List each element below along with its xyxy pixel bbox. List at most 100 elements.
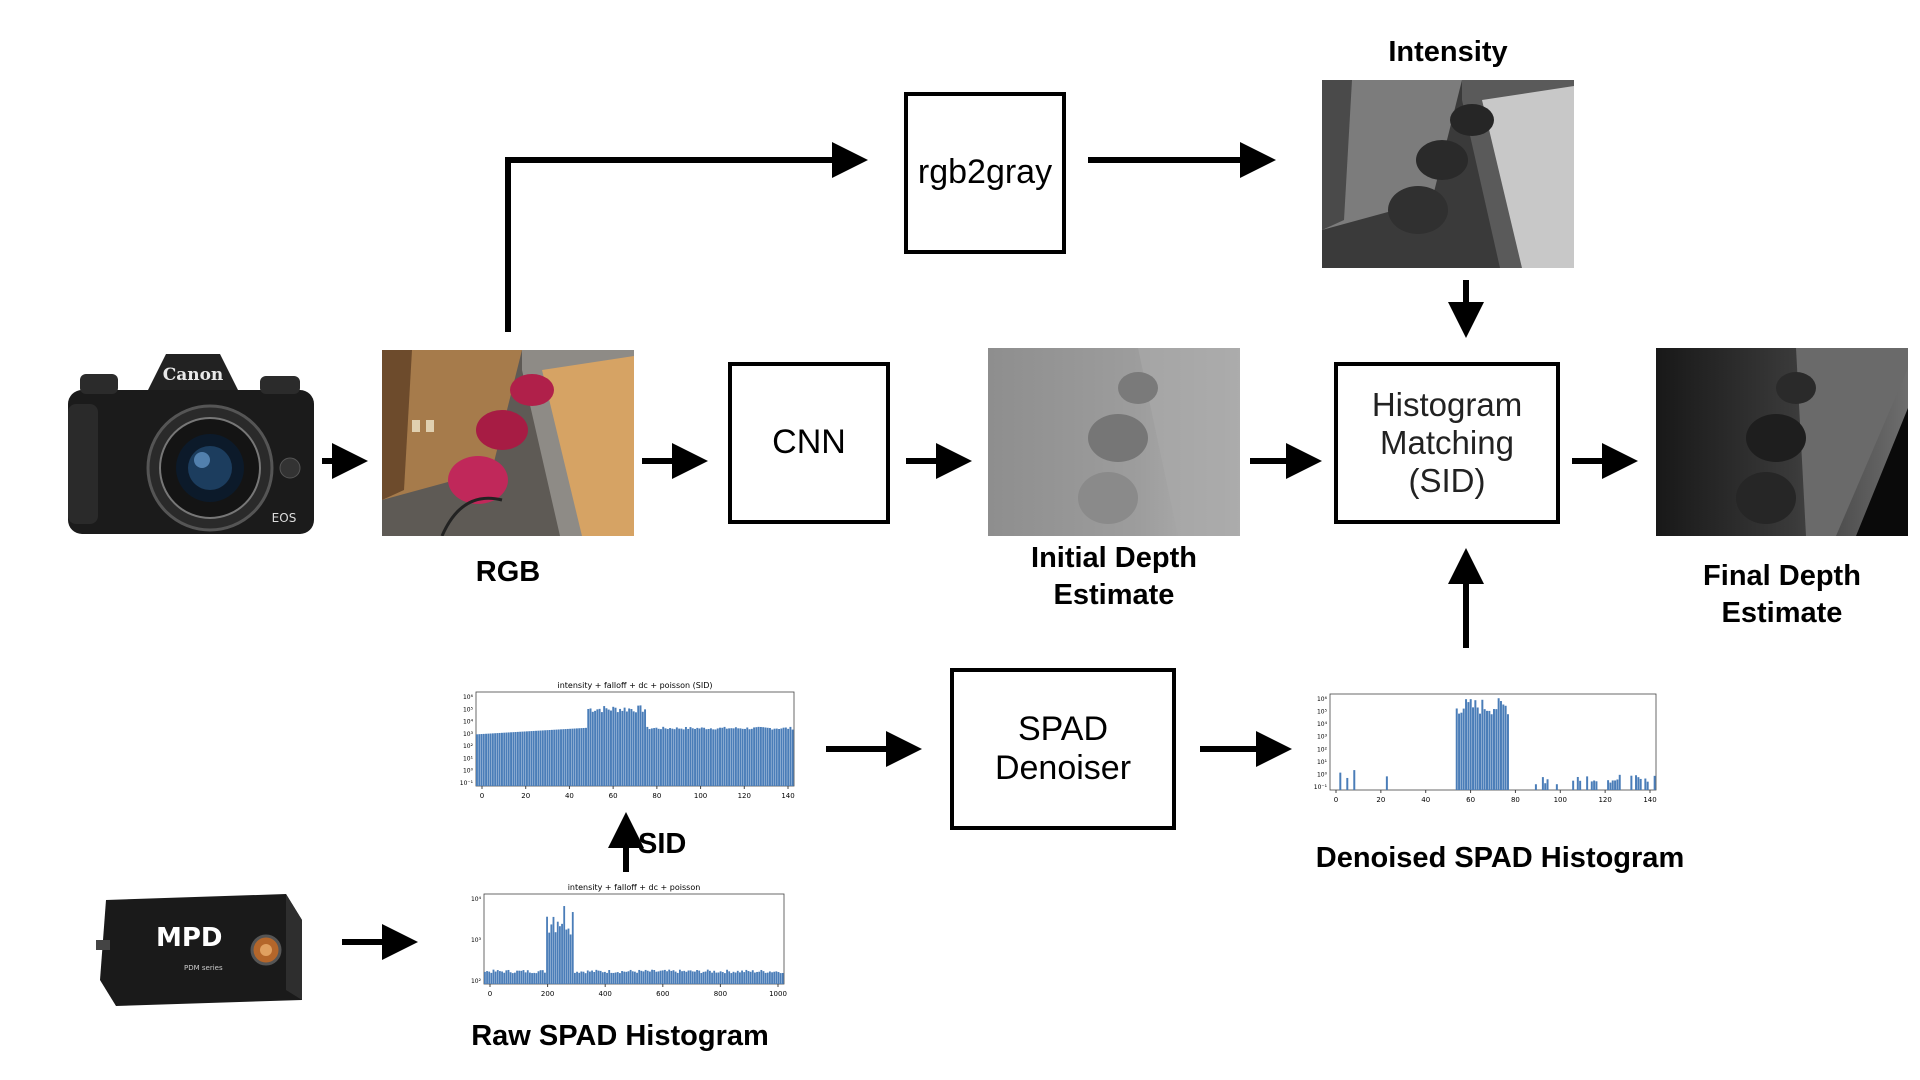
raw_hist-bar — [544, 972, 546, 984]
denoised_hist-ytick: 10⁶ — [1317, 696, 1328, 703]
rgb-label: RGB — [475, 556, 541, 588]
raw_hist-bar — [664, 969, 666, 984]
raw_hist-xtick: 0 — [488, 990, 492, 998]
raw_hist-bar — [616, 972, 619, 984]
raw_hist-bar — [522, 970, 525, 984]
raw_hist-xtick: 800 — [714, 990, 727, 998]
denoised_hist-ytick: 10⁰ — [1317, 771, 1328, 778]
sid_hist-xtick: 80 — [652, 792, 661, 800]
denoised_hist-bar — [1646, 781, 1649, 790]
denoised_hist-bar — [1486, 710, 1488, 790]
sid_hist-bar — [489, 733, 492, 786]
sid_hist-bar — [589, 708, 592, 786]
sid_hist-bar — [678, 728, 681, 786]
initial-depth-image — [988, 348, 1240, 536]
raw_hist-bar — [745, 969, 748, 984]
raw_hist-bar — [634, 971, 636, 984]
denoised-spad-label: Denoised SPAD Histogram — [1315, 842, 1685, 874]
raw_hist-bar — [638, 969, 641, 984]
denoised_hist-bar — [1481, 699, 1484, 790]
sid_hist-bar — [575, 728, 578, 786]
denoised_hist-bar — [1458, 713, 1461, 790]
sid_hist-bar — [725, 728, 728, 786]
denoised_hist-bar — [1488, 710, 1491, 790]
sid_hist-bar — [689, 727, 692, 786]
sid_hist-bar — [569, 728, 572, 786]
sid_hist-bar — [789, 726, 792, 786]
denoised_hist-bar — [1504, 705, 1507, 790]
denoised_hist-bar — [1630, 775, 1633, 790]
denoised_hist-bar — [1637, 777, 1640, 790]
sid-histogram: intensity + falloff + dc + poisson (SID)… — [460, 681, 795, 800]
sid_hist-bar — [632, 711, 635, 786]
sid_hist-ytick: 10⁻¹ — [460, 780, 474, 787]
raw_hist-bar — [552, 916, 555, 984]
raw_hist-bar — [488, 971, 491, 984]
sid_hist-bar — [616, 712, 619, 786]
denoised_hist-bar — [1455, 708, 1458, 790]
raw_hist-bar — [721, 972, 724, 984]
sid_hist-bar — [734, 727, 737, 786]
denoised_hist-bar — [1385, 776, 1388, 790]
raw_hist-bar — [509, 972, 512, 984]
raw_hist-bar — [681, 971, 683, 984]
denoised_hist-bar — [1555, 784, 1558, 790]
raw_hist-bar — [764, 972, 767, 984]
raw_hist-bar — [704, 971, 707, 984]
raw_hist-bar — [651, 969, 653, 984]
denoised_hist-bar — [1467, 702, 1470, 790]
sid_hist-bar — [619, 708, 622, 786]
sid_hist-bar — [564, 729, 567, 786]
denoised_hist-bar — [1479, 713, 1482, 790]
sid_hist-bar — [510, 732, 513, 786]
raw_hist-bar — [771, 972, 773, 984]
raw_hist-bar — [586, 970, 589, 984]
sid_hist-xtick: 120 — [738, 792, 751, 800]
denoised_hist-ytick: 10⁻¹ — [1314, 784, 1328, 791]
raw_hist-bar — [505, 970, 508, 984]
raw_hist-bar — [529, 972, 531, 984]
sid_hist-bar — [700, 727, 703, 786]
raw_hist-bar — [751, 970, 754, 984]
sid_hist-bar — [528, 731, 531, 786]
sid_hist-bar — [523, 731, 526, 786]
sid_hist-bar — [669, 728, 672, 786]
sid_hist-bar — [728, 728, 731, 786]
denoised_hist-bar — [1472, 707, 1475, 790]
raw_hist-bar — [576, 971, 578, 984]
denoised_hist-bar — [1462, 708, 1465, 790]
sid_hist-bar — [623, 707, 626, 786]
denoised-histogram: 0 20 40 60 80 100 120 140 10⁶ 10⁵ 10⁴ 10³ 10² 10¹ 10⁰ 1… — [1314, 693, 1657, 804]
denoised_hist-bar — [1474, 700, 1477, 790]
sid-label: SID — [638, 828, 687, 860]
raw_hist-bar — [518, 970, 521, 984]
camera-brand-text: Canon — [163, 365, 224, 385]
sid_hist-bar — [498, 732, 501, 786]
raw_hist-bar — [589, 971, 591, 984]
raw_hist-bar — [734, 972, 737, 984]
denoised_hist-ytick: 10² — [1317, 746, 1328, 753]
raw_hist-bar — [535, 973, 538, 984]
denoised_hist-bar — [1495, 709, 1498, 790]
raw_hist-bar — [604, 971, 606, 984]
sid_hist-xtick: 60 — [609, 792, 618, 800]
raw_hist-bar — [569, 934, 572, 984]
raw_hist-bar — [779, 973, 782, 984]
denoised_hist-bar — [1353, 770, 1356, 790]
sid_hist-bar — [635, 712, 637, 786]
denoised_hist-bar — [1611, 780, 1614, 790]
denoised_hist-bar — [1497, 698, 1500, 790]
spad-device-image: MPD PDM series — [96, 890, 308, 1010]
raw_hist-bar — [490, 972, 493, 984]
sid_hist-bar — [791, 729, 794, 786]
sid_hist-xtick: 40 — [565, 792, 574, 800]
sid_hist-bar — [764, 727, 767, 786]
sid_hist-bar — [714, 729, 717, 786]
denoised_hist-xtick: 140 — [1643, 796, 1656, 804]
raw_hist-bar — [676, 972, 679, 984]
sid_hist-bar — [594, 710, 597, 786]
raw_hist-bar — [640, 970, 643, 984]
raw_hist-bar — [561, 923, 563, 984]
sid_hist-bar — [637, 705, 640, 786]
denoised_hist-bar — [1586, 776, 1589, 790]
